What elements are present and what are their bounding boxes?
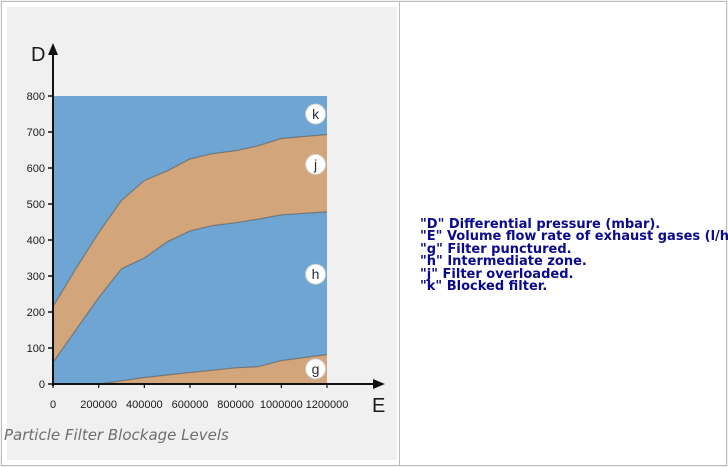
x-tick-label: 200000 — [80, 399, 117, 411]
y-tick-label: 400 — [27, 235, 45, 247]
x-tick-label: 0 — [50, 399, 56, 411]
legend-item-g: "g" Filter punctured. — [420, 241, 572, 257]
figure-image: 0 100 200 300 400 500 600 700 800 0 200000 400000 60… — [7, 7, 397, 460]
figure-caption: Particle Filter Blockage Levels — [4, 426, 229, 444]
x-tick-label: 400000 — [126, 399, 163, 411]
y-axis-arrow — [48, 43, 58, 55]
y-tick-label: 500 — [27, 199, 45, 211]
zone-j-marker — [305, 153, 327, 175]
x-axis-title: E — [372, 395, 385, 417]
x-tick-label: 1000000 — [260, 399, 303, 411]
y-tick-label: 200 — [27, 307, 45, 319]
zone-j-label: j — [313, 156, 317, 172]
legend-item-k: "k" Blocked filter. — [420, 279, 548, 295]
y-tick-label: 600 — [27, 163, 45, 175]
x-tick-label: 800000 — [217, 399, 254, 411]
zone-g-marker — [305, 358, 327, 380]
zone-k-label: k — [312, 106, 320, 122]
x-tick-label: 600000 — [172, 399, 209, 411]
zone-g-area — [53, 354, 327, 384]
legend-item-e: "E" Volume flow rate of exhaust gases (l… — [420, 229, 728, 245]
y-axis-title: D — [31, 44, 45, 66]
zone-h-label: h — [312, 266, 320, 282]
legend-list: "D" Differential pressure (mbar). "E" Vo… — [420, 217, 728, 295]
boundary-g-line — [53, 353, 328, 385]
zone-j-area — [53, 134, 327, 363]
zone-h-area — [53, 211, 327, 384]
boundary-j-line — [52, 133, 328, 307]
zone-k-area — [53, 96, 327, 307]
legend-item-d: "D" Differential pressure (mbar). — [420, 217, 661, 232]
y-tick-label: 300 — [27, 271, 45, 283]
zone-k-marker — [305, 103, 327, 125]
legend-item-j: "j" Filter overloaded. — [420, 266, 574, 282]
boundary-h-line — [52, 211, 328, 363]
y-tick-label: 0 — [39, 379, 45, 391]
zone-h-marker — [305, 263, 327, 285]
figure-cell: 0 100 200 300 400 500 600 700 800 0 200000 400000 60… — [2, 2, 400, 465]
y-tick-label: 100 — [27, 343, 45, 355]
x-axis-arrow — [373, 379, 385, 389]
blockage-chart: 0 100 200 300 400 500 600 700 800 0 200000 400000 60… — [27, 43, 385, 417]
y-tick-label: 800 — [27, 91, 45, 103]
zone-g-label: g — [312, 361, 320, 377]
x-tick-label: 1200000 — [306, 399, 349, 411]
legend-item-h: "h" Intermediate zone. — [420, 254, 587, 270]
y-tick-label: 700 — [27, 127, 45, 139]
